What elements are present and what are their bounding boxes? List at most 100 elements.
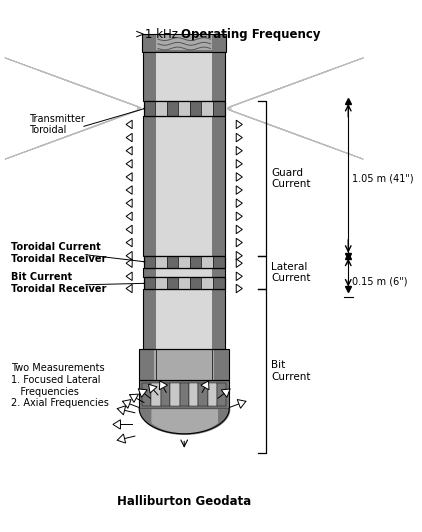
Bar: [167, 277, 179, 289]
Polygon shape: [126, 212, 132, 221]
Text: >1 kHz: >1 kHz: [135, 28, 181, 41]
Polygon shape: [126, 120, 132, 129]
Bar: [190, 256, 201, 268]
Text: Guard
Current: Guard Current: [271, 168, 311, 189]
Text: Bit
Current: Bit Current: [271, 360, 311, 382]
Polygon shape: [126, 134, 132, 142]
Polygon shape: [236, 120, 242, 129]
Polygon shape: [236, 238, 242, 247]
Polygon shape: [154, 350, 214, 380]
Bar: [144, 101, 225, 116]
Polygon shape: [126, 146, 132, 155]
Bar: [217, 383, 226, 406]
Text: Operating Frequency: Operating Frequency: [181, 28, 321, 41]
Polygon shape: [126, 160, 132, 168]
Polygon shape: [126, 225, 132, 234]
Bar: [201, 101, 213, 116]
Polygon shape: [156, 116, 212, 256]
Text: Toroidal Current
Toroidal Receiver: Toroidal Current Toroidal Receiver: [11, 242, 106, 264]
Bar: [213, 256, 225, 268]
Polygon shape: [156, 289, 212, 350]
Polygon shape: [237, 400, 246, 408]
Bar: [190, 101, 201, 116]
Bar: [151, 383, 161, 406]
Bar: [167, 101, 179, 116]
Bar: [144, 277, 155, 289]
Polygon shape: [113, 420, 120, 429]
Polygon shape: [126, 186, 132, 194]
Polygon shape: [212, 116, 225, 256]
Polygon shape: [126, 173, 132, 181]
Bar: [155, 277, 167, 289]
Polygon shape: [236, 186, 242, 194]
Bar: [179, 277, 190, 289]
Polygon shape: [156, 268, 212, 277]
Polygon shape: [201, 381, 209, 390]
Polygon shape: [143, 268, 156, 277]
Bar: [144, 101, 155, 116]
Polygon shape: [236, 146, 242, 155]
Bar: [144, 256, 155, 268]
Polygon shape: [160, 381, 168, 390]
Bar: [179, 101, 190, 116]
Polygon shape: [212, 289, 225, 350]
Bar: [142, 383, 226, 406]
Polygon shape: [214, 350, 229, 380]
Polygon shape: [236, 272, 242, 280]
Polygon shape: [117, 406, 126, 415]
Polygon shape: [126, 259, 132, 268]
Polygon shape: [143, 116, 156, 256]
Polygon shape: [236, 212, 242, 221]
Polygon shape: [236, 252, 242, 260]
Polygon shape: [126, 238, 132, 247]
Bar: [155, 101, 167, 116]
Text: 1.05 m (41"): 1.05 m (41"): [352, 173, 414, 184]
Text: Lateral
Current: Lateral Current: [271, 262, 311, 284]
Text: Halliburton Geodata: Halliburton Geodata: [117, 495, 252, 508]
Polygon shape: [236, 134, 242, 142]
Bar: [198, 383, 208, 406]
Text: 0.15 m (6"): 0.15 m (6"): [352, 277, 408, 287]
Bar: [201, 256, 213, 268]
Bar: [161, 383, 170, 406]
Bar: [190, 277, 201, 289]
Polygon shape: [236, 259, 242, 268]
Bar: [144, 256, 225, 268]
Bar: [142, 34, 226, 52]
Polygon shape: [236, 173, 242, 181]
Polygon shape: [149, 384, 157, 393]
Bar: [142, 383, 151, 406]
Polygon shape: [126, 284, 132, 293]
Polygon shape: [221, 389, 230, 397]
Bar: [189, 383, 198, 406]
Polygon shape: [126, 252, 132, 260]
Polygon shape: [126, 199, 132, 207]
Polygon shape: [138, 389, 147, 397]
Bar: [201, 277, 213, 289]
Bar: [144, 277, 225, 289]
Bar: [179, 256, 190, 268]
Bar: [170, 383, 179, 406]
Bar: [179, 383, 189, 406]
Text: Transmitter
Toroidal: Transmitter Toroidal: [30, 114, 85, 135]
Bar: [167, 256, 179, 268]
Text: Bit Current
Toroidal Receiver: Bit Current Toroidal Receiver: [11, 272, 106, 294]
Text: Two Measurements
1. Focused Lateral
   Frequencies
2. Axial Frequencies: Two Measurements 1. Focused Lateral Freq…: [11, 363, 108, 408]
Polygon shape: [236, 225, 242, 234]
Polygon shape: [236, 284, 242, 293]
Polygon shape: [117, 434, 126, 443]
Polygon shape: [212, 268, 225, 277]
Polygon shape: [122, 400, 131, 408]
Bar: [213, 101, 225, 116]
Polygon shape: [143, 289, 156, 350]
Polygon shape: [143, 52, 156, 101]
Bar: [155, 256, 167, 268]
Polygon shape: [126, 272, 132, 280]
Polygon shape: [139, 350, 154, 380]
Polygon shape: [156, 52, 212, 101]
Polygon shape: [236, 160, 242, 168]
Polygon shape: [212, 52, 225, 101]
Bar: [208, 383, 217, 406]
Polygon shape: [130, 394, 138, 402]
Bar: [156, 36, 212, 51]
